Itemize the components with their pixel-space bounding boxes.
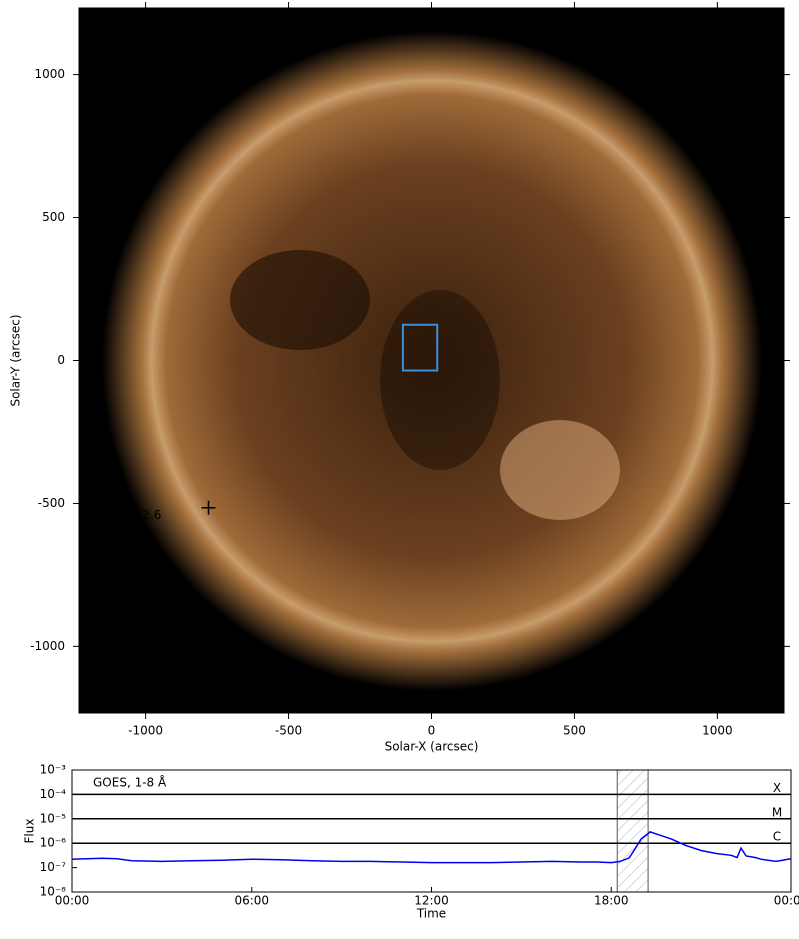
y-tick-label: -500 — [38, 496, 65, 510]
highlight-window — [616, 769, 649, 893]
y-tick-label: 10⁻⁵ — [40, 811, 67, 825]
x-tick-label: 00:00 — [774, 894, 799, 908]
y-tick-label: 10⁻⁷ — [40, 860, 67, 874]
x-tick-label: 500 — [563, 724, 586, 738]
x-tick-label: 12:00 — [414, 894, 449, 908]
goes-background — [72, 770, 791, 892]
y-tick-label: 500 — [42, 210, 65, 224]
flare-event: 19:12 C2.6 — [96, 508, 162, 522]
y-tick-label: 10⁻³ — [40, 763, 67, 777]
image-title: AIA 0193, 11-Nov-2020, 12:00:04 UT — [120, 35, 342, 49]
class-level-label: C — [773, 830, 781, 844]
active-region — [500, 420, 620, 520]
y-axis-label: Solar-Y (arcsec) — [9, 314, 23, 406]
legend-label: GOES, 1-8 Å — [93, 775, 167, 790]
x-tick-label: 00:00 — [55, 894, 90, 908]
y-tick-label: 1000 — [34, 67, 65, 81]
class-level-label: M — [772, 805, 782, 819]
x-tick-label: 0 — [428, 724, 436, 738]
region-box — [401, 323, 439, 372]
y-tick-label: 0 — [57, 353, 65, 367]
coronal-hole — [380, 290, 500, 470]
x-axis-label: Time — [416, 907, 446, 921]
y-tick-label: -1000 — [30, 639, 65, 653]
x-tick-label: 06:00 — [234, 894, 269, 908]
coronal-hole — [230, 250, 370, 350]
y-axis-label: Flux — [23, 819, 37, 844]
flux-line — [71, 831, 792, 864]
x-axis-label: Solar-X (arcsec) — [385, 740, 479, 754]
x-tick-label: 18:00 — [594, 894, 629, 908]
x-tick-label: 1000 — [702, 724, 733, 738]
x-tick-label: -1000 — [128, 724, 163, 738]
x-tick-label: -500 — [275, 724, 302, 738]
flare-label: Flares — [96, 494, 132, 508]
y-tick-label: 10⁻⁸ — [40, 885, 67, 899]
y-tick-label: 10⁻⁴ — [40, 787, 67, 801]
solar-image — [79, 8, 784, 713]
flare-marker — [201, 500, 216, 515]
y-tick-label: 10⁻⁶ — [40, 836, 67, 850]
class-level-label: X — [773, 781, 781, 795]
